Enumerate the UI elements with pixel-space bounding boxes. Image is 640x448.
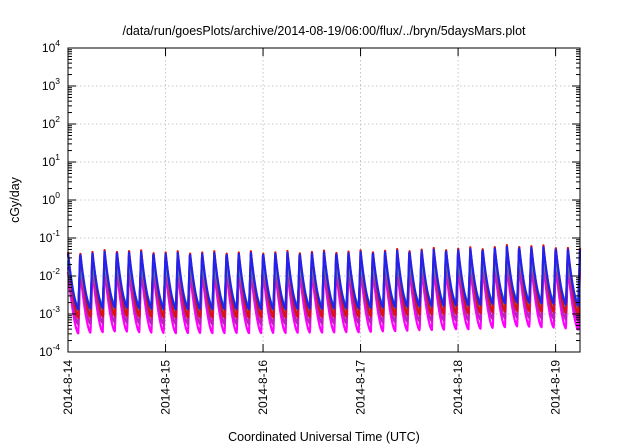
plot-series [66,244,582,335]
x-tick-label: 2014-8-16 [256,360,270,415]
x-tick-label: 2014-8-15 [159,360,173,415]
y-tick-label: 104 [42,38,60,55]
y-tick-label: 10-2 [39,266,60,283]
x-axis-label: Coordinated Universal Time (UTC) [228,430,420,444]
y-tick-label: 10-3 [39,304,60,321]
series-line [66,245,582,311]
x-axis-tick-labels: 2014-8-14 2014-8-15 2014-8-16 2014-8-17 2014… [61,360,563,415]
x-tick-label: 2014-8-19 [549,360,563,415]
x-tick-label: 2014-8-14 [61,360,75,415]
chart-title: /data/run/goesPlots/archive/2014-08-19/0… [122,24,526,38]
x-tick-label: 2014-8-18 [451,360,465,415]
y-tick-label: 10-4 [39,342,60,359]
y-axis-tick-labels: 10-4 10-3 10-2 10-1 100 101 102 103 104 [39,38,60,359]
x-tick-label: 2014-8-17 [354,360,368,415]
y-tick-label: 103 [42,76,60,93]
y-tick-label: 10-1 [39,228,60,245]
y-tick-label: 101 [42,152,60,169]
y-axis-label: cGy/day [8,176,22,223]
axis-ticks [67,47,580,353]
y-tick-label: 100 [42,190,60,207]
y-tick-label: 102 [42,114,60,131]
